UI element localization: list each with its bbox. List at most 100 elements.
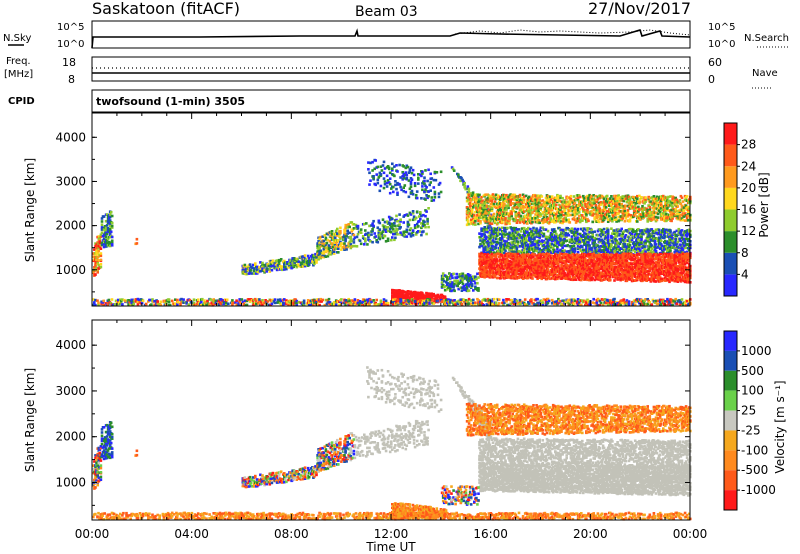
beam-title: Beam 03	[355, 4, 418, 20]
range-cell	[662, 250, 665, 253]
range-cell	[606, 230, 610, 234]
range-cell	[684, 246, 688, 249]
range-cell	[392, 185, 395, 189]
range-cell	[606, 220, 610, 223]
range-cell	[549, 244, 553, 248]
range-cell	[547, 207, 551, 210]
range-cell	[287, 266, 290, 269]
range-cell	[94, 263, 97, 266]
range-cell	[384, 227, 388, 231]
range-cell	[672, 212, 675, 216]
range-cell	[546, 229, 550, 233]
range-cell	[549, 217, 553, 220]
range-cell	[336, 232, 339, 235]
range-cell	[423, 179, 426, 183]
range-cell	[337, 247, 340, 250]
range-cell	[93, 248, 96, 251]
range-cell	[386, 179, 390, 182]
range-cell	[433, 192, 437, 196]
range-cell	[520, 227, 524, 230]
range-cell	[528, 200, 531, 203]
range-cell	[535, 249, 538, 253]
range-cell	[682, 206, 686, 209]
range-cell	[627, 195, 631, 199]
range-cell	[484, 230, 487, 233]
range-cell	[501, 254, 504, 257]
range-cell	[489, 250, 493, 254]
range-cell	[570, 199, 574, 203]
range-cell	[550, 195, 554, 198]
range-cell	[518, 250, 522, 254]
range-cell	[423, 223, 426, 227]
range-cell	[493, 221, 497, 225]
range-cell	[344, 226, 347, 230]
range-cell	[613, 229, 616, 232]
range-cell	[505, 257, 508, 261]
range-cell	[515, 272, 519, 276]
range-cell	[539, 229, 543, 233]
range-cell	[408, 211, 412, 215]
nsearch-label: N.Search	[744, 33, 789, 44]
range-cell	[510, 274, 513, 277]
range-cell	[320, 255, 323, 259]
range-cell	[381, 236, 385, 240]
range-cell	[637, 241, 640, 245]
range-cell	[515, 247, 519, 251]
range-cell	[483, 226, 486, 229]
range-cell	[484, 237, 487, 240]
range-cell	[540, 241, 544, 245]
range-cell	[511, 246, 514, 249]
range-cell	[356, 232, 360, 236]
range-cell	[508, 217, 511, 220]
range-cell	[618, 196, 621, 199]
range-cell	[557, 196, 560, 200]
range-cell	[502, 214, 505, 218]
range-cell	[341, 242, 344, 246]
range-cell	[550, 233, 554, 236]
range-cell	[631, 228, 635, 232]
range-cell	[507, 198, 510, 201]
range-cell	[106, 227, 110, 230]
range-cell	[564, 228, 567, 232]
range-cell	[352, 238, 356, 241]
range-cell	[412, 173, 416, 177]
range-cell	[427, 190, 430, 193]
range-cell	[657, 228, 661, 232]
range-cell	[528, 250, 531, 253]
range-cell	[344, 232, 347, 236]
range-cell	[285, 267, 288, 271]
range-cell	[550, 242, 554, 246]
range-cell	[548, 215, 552, 218]
range-cell	[424, 198, 427, 201]
range-cell	[482, 242, 485, 245]
range-cell	[672, 243, 675, 247]
range-cell	[278, 264, 282, 268]
range-cell	[403, 230, 407, 233]
range-cell	[486, 236, 490, 239]
range-cell	[366, 243, 369, 246]
range-cell	[108, 215, 112, 219]
range-cell	[648, 197, 652, 200]
range-cell	[594, 246, 598, 249]
range-cell	[563, 199, 566, 202]
range-cell	[570, 241, 574, 245]
range-cell	[670, 204, 673, 208]
range-cell	[512, 209, 516, 213]
range-cell	[321, 254, 324, 257]
range-cell	[610, 243, 613, 246]
range-cell	[578, 218, 582, 222]
range-cell	[542, 234, 546, 238]
range-cell	[578, 253, 582, 257]
range-cell	[106, 237, 110, 241]
range-cell	[617, 194, 620, 197]
range-cell	[575, 262, 579, 266]
range-cell	[576, 266, 580, 269]
range-cell	[520, 196, 524, 200]
range-cell	[523, 206, 527, 209]
range-cell	[337, 245, 340, 248]
range-cell	[504, 242, 507, 245]
range-cell	[501, 238, 504, 241]
range-cell	[524, 239, 528, 242]
range-cell	[556, 245, 559, 249]
range-cell	[507, 234, 510, 238]
